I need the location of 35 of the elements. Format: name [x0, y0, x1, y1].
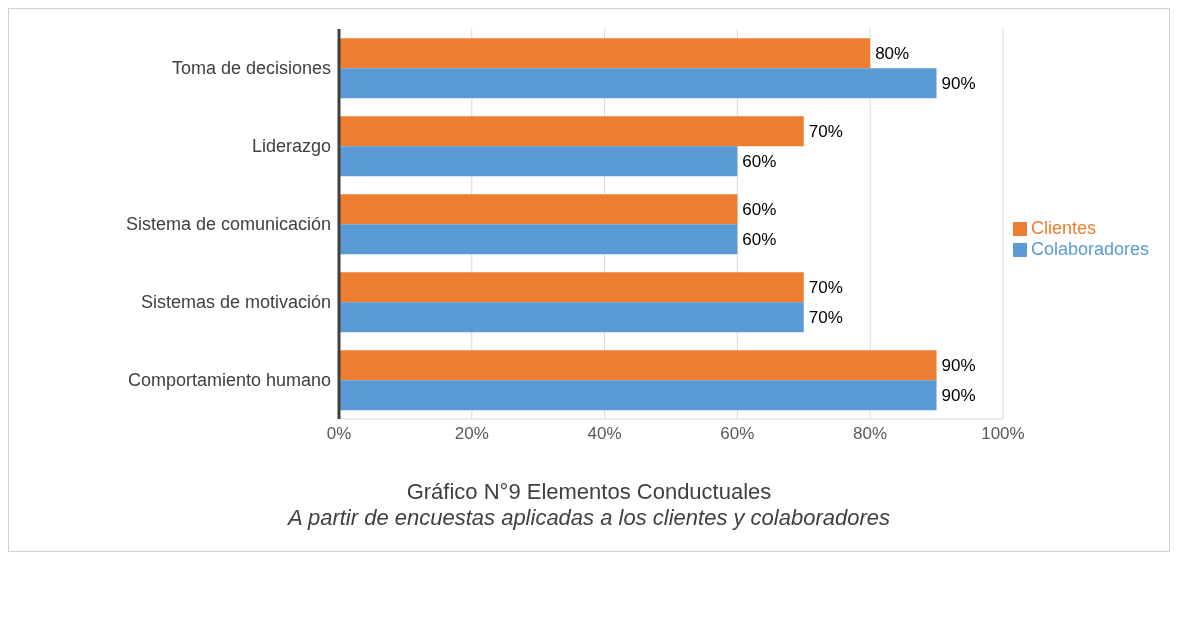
x-tick-label: 40%: [587, 424, 622, 444]
bar: [339, 116, 804, 147]
bar: [339, 380, 937, 411]
bar: [339, 68, 937, 99]
y-tick-label: Sistema de comunicación: [125, 214, 331, 235]
data-label: 60%: [742, 200, 777, 220]
y-tick-label: Comportamiento humano: [127, 370, 331, 391]
x-tick-label: 80%: [853, 424, 888, 444]
x-tick-label: 0%: [326, 424, 352, 444]
bar: [339, 194, 738, 225]
bar: [339, 350, 937, 381]
bar: [339, 146, 738, 177]
y-tick-label: Liderazgo: [251, 136, 331, 157]
x-tick-label: 60%: [720, 424, 755, 444]
text: Gráfico N°9 Elementos Conductuales: [405, 479, 773, 505]
bar: [339, 272, 804, 303]
data-label: 90%: [941, 74, 976, 94]
legend-label: Clientes: [1030, 218, 1096, 238]
text: A partir de encuestas aplicadas a los clientes y colaboradores: [286, 505, 892, 531]
legend-label: Colaboradores: [1030, 239, 1149, 259]
bar: [339, 302, 804, 333]
y-tick-label: Toma de decisiones: [171, 58, 331, 79]
x-tick-label: 20%: [454, 424, 489, 444]
data-label: 70%: [808, 278, 843, 298]
data-label: 90%: [941, 386, 976, 406]
data-label: 60%: [742, 230, 777, 250]
data-label: 60%: [742, 152, 777, 172]
data-label: 80%: [875, 44, 910, 64]
bar: [339, 38, 871, 69]
bar: [339, 224, 738, 255]
data-label: 70%: [808, 308, 843, 328]
y-tick-label: Sistemas de motivación: [140, 292, 331, 313]
data-label: 70%: [808, 122, 843, 142]
x-tick-label: 100%: [981, 424, 1025, 444]
data-label: 90%: [941, 356, 976, 376]
